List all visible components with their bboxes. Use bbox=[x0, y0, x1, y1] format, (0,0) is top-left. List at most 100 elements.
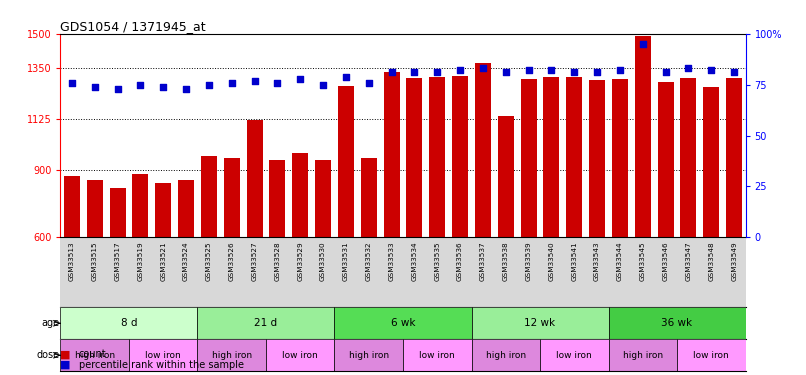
Text: GSM33534: GSM33534 bbox=[411, 241, 418, 280]
Text: low iron: low iron bbox=[693, 351, 729, 360]
Text: GSM33527: GSM33527 bbox=[251, 241, 258, 280]
Bar bbox=[540, 339, 609, 371]
Point bbox=[728, 69, 741, 75]
Text: GSM33538: GSM33538 bbox=[503, 241, 509, 280]
Point bbox=[317, 82, 330, 88]
Point bbox=[659, 69, 672, 75]
Bar bbox=[635, 36, 650, 373]
Text: GSM33537: GSM33537 bbox=[480, 241, 486, 280]
Text: ■: ■ bbox=[60, 350, 71, 359]
Point bbox=[567, 69, 580, 75]
Bar bbox=[334, 339, 403, 371]
Bar bbox=[452, 76, 468, 373]
Text: GSM33536: GSM33536 bbox=[457, 241, 463, 280]
Bar bbox=[589, 80, 605, 373]
Text: age: age bbox=[42, 318, 60, 328]
Text: high iron: high iron bbox=[212, 351, 251, 360]
Text: GSM33525: GSM33525 bbox=[206, 241, 212, 280]
Bar bbox=[60, 307, 197, 339]
Bar bbox=[334, 307, 472, 339]
Text: dose: dose bbox=[37, 350, 60, 360]
Text: high iron: high iron bbox=[486, 351, 526, 360]
Bar bbox=[132, 174, 148, 373]
Point bbox=[454, 68, 467, 74]
Text: GDS1054 / 1371945_at: GDS1054 / 1371945_at bbox=[60, 20, 206, 33]
Bar bbox=[384, 72, 400, 373]
Bar bbox=[60, 339, 129, 371]
Point bbox=[111, 86, 124, 92]
Text: high iron: high iron bbox=[75, 351, 114, 360]
Bar bbox=[726, 78, 742, 373]
Bar bbox=[247, 120, 263, 373]
Text: 6 wk: 6 wk bbox=[391, 318, 415, 328]
Text: GSM33541: GSM33541 bbox=[571, 241, 577, 280]
Point bbox=[248, 78, 261, 84]
Text: high iron: high iron bbox=[623, 351, 663, 360]
Point bbox=[637, 41, 650, 47]
Text: GSM33539: GSM33539 bbox=[526, 241, 532, 280]
Bar bbox=[498, 116, 513, 373]
Point bbox=[271, 80, 284, 86]
Point bbox=[65, 80, 78, 86]
Bar bbox=[110, 188, 126, 373]
Bar bbox=[430, 77, 445, 373]
Bar bbox=[677, 339, 746, 371]
Bar bbox=[197, 339, 266, 371]
Point bbox=[499, 69, 513, 75]
Text: ■: ■ bbox=[60, 360, 71, 369]
Text: high iron: high iron bbox=[349, 351, 388, 360]
Text: GSM33547: GSM33547 bbox=[685, 241, 692, 280]
Text: GSM33544: GSM33544 bbox=[617, 241, 623, 280]
Text: GSM33530: GSM33530 bbox=[320, 241, 326, 280]
Bar bbox=[567, 77, 582, 373]
Text: GSM33515: GSM33515 bbox=[92, 241, 98, 280]
Point bbox=[591, 69, 604, 75]
Text: 36 wk: 36 wk bbox=[662, 318, 692, 328]
Text: GSM33532: GSM33532 bbox=[366, 241, 372, 280]
Point bbox=[476, 65, 489, 71]
Bar bbox=[406, 78, 422, 373]
Text: GSM33529: GSM33529 bbox=[297, 241, 303, 280]
Bar bbox=[201, 156, 217, 373]
Text: GSM33533: GSM33533 bbox=[388, 241, 395, 280]
Point bbox=[545, 68, 558, 74]
Bar bbox=[612, 79, 628, 373]
Bar bbox=[680, 78, 696, 373]
Text: 21 d: 21 d bbox=[255, 318, 277, 328]
Point bbox=[363, 80, 376, 86]
Bar bbox=[472, 339, 540, 371]
Text: count: count bbox=[79, 350, 106, 359]
Bar bbox=[338, 86, 354, 373]
Point bbox=[156, 84, 169, 90]
Bar bbox=[361, 158, 376, 373]
Bar bbox=[129, 339, 197, 371]
Bar bbox=[704, 87, 719, 373]
Text: GSM33535: GSM33535 bbox=[434, 241, 440, 280]
Point bbox=[339, 74, 352, 80]
Bar bbox=[87, 180, 102, 373]
Text: GSM33526: GSM33526 bbox=[229, 241, 235, 280]
Bar bbox=[224, 158, 239, 373]
Text: GSM33519: GSM33519 bbox=[137, 241, 143, 280]
Text: GSM33524: GSM33524 bbox=[183, 241, 189, 280]
Text: percentile rank within the sample: percentile rank within the sample bbox=[79, 360, 244, 369]
Bar bbox=[266, 339, 334, 371]
Bar bbox=[609, 307, 746, 339]
Bar bbox=[475, 63, 491, 373]
Point bbox=[522, 68, 535, 74]
Text: low iron: low iron bbox=[419, 351, 455, 360]
Point bbox=[385, 69, 398, 75]
Point bbox=[430, 69, 443, 75]
Bar bbox=[64, 176, 80, 373]
Bar bbox=[197, 307, 334, 339]
Point bbox=[134, 82, 147, 88]
Text: GSM33545: GSM33545 bbox=[640, 241, 646, 280]
Point bbox=[613, 68, 626, 74]
Text: low iron: low iron bbox=[282, 351, 318, 360]
Text: GSM33543: GSM33543 bbox=[594, 241, 600, 280]
Text: GSM33528: GSM33528 bbox=[274, 241, 280, 280]
Text: low iron: low iron bbox=[145, 351, 181, 360]
Bar bbox=[403, 339, 472, 371]
Bar bbox=[521, 79, 537, 373]
Point bbox=[180, 86, 193, 92]
